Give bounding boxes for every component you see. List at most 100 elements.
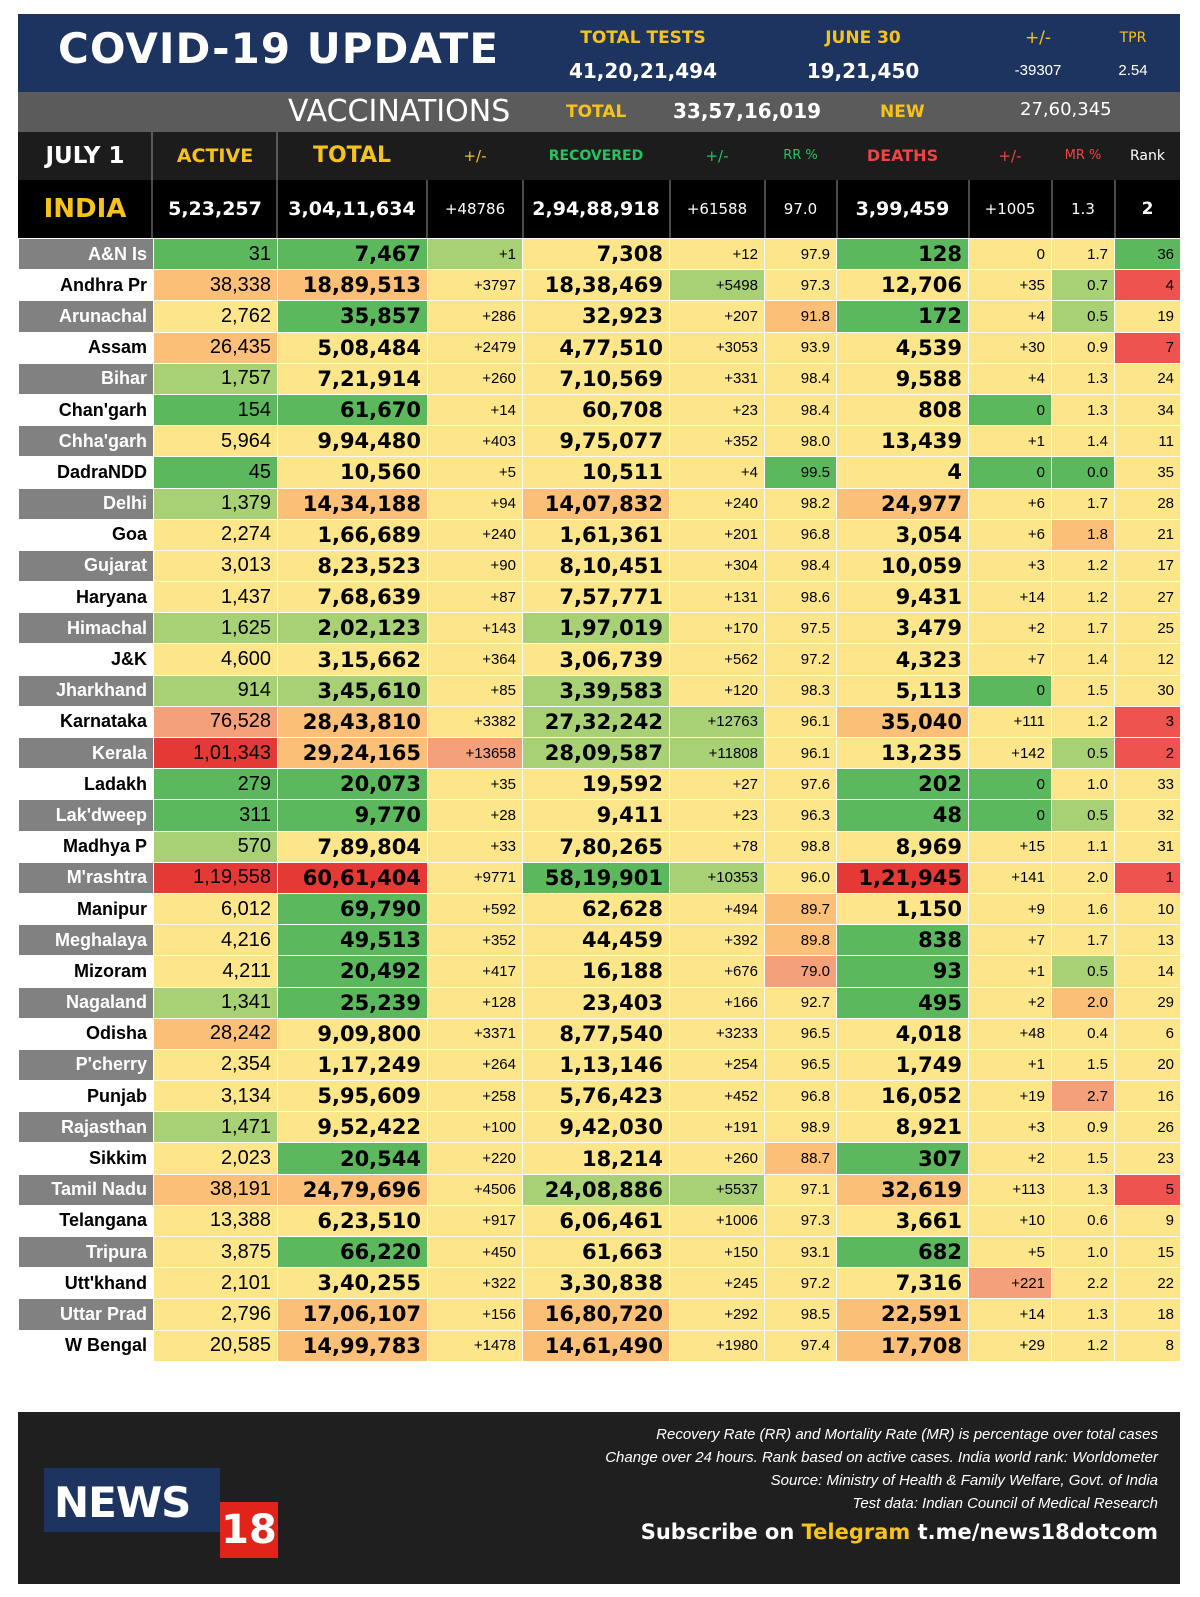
cell-recovered: 5,76,423 — [522, 1080, 670, 1113]
cell-total: 49,513 — [277, 924, 428, 957]
cell-rank: 4 — [1114, 269, 1181, 302]
cell-recovered-change: +494 — [669, 892, 765, 926]
cell-rr: 96.8 — [764, 518, 837, 551]
cell-active: 4,211 — [153, 955, 278, 988]
cell-recovered-change: +676 — [669, 955, 765, 988]
table-row: Madhya P 570 7,89,804 +33 7,80,265 +78 98.8 8,9… — [18, 830, 1181, 863]
column-deaths: DEATHS — [866, 146, 939, 165]
cell-rank: 24 — [1114, 362, 1181, 395]
change-value: -39307 — [1014, 62, 1062, 79]
cell-rank: 1 — [1114, 861, 1181, 894]
cell-rank: 32 — [1114, 799, 1181, 832]
state-name: Andhra Pr — [18, 269, 154, 302]
cell-active: 13,388 — [153, 1204, 278, 1238]
footer: NEWS 18 Recovery Rate (RR) and Mortality… — [18, 1412, 1180, 1584]
cell-total-change: +364 — [427, 643, 523, 676]
cell-deaths-change: +48 — [968, 1017, 1052, 1050]
cell-mr: 1.7 — [1051, 612, 1115, 645]
cell-rank: 19 — [1114, 300, 1181, 333]
cell-recovered: 7,57,771 — [522, 581, 670, 614]
cell-total: 24,79,696 — [277, 1173, 428, 1206]
state-name: Himachal — [18, 612, 154, 645]
table-row: Kerala 1,01,343 29,24,165 +13658 28,09,587 +1… — [18, 736, 1181, 770]
column-rr: RR % — [783, 148, 818, 163]
cell-total: 25,239 — [277, 986, 428, 1019]
cell-total: 69,790 — [277, 892, 428, 926]
vaccinations-band: VACCINATIONS TOTAL 33,57,16,019 NEW 27,6… — [18, 92, 1180, 132]
cell-total: 60,61,404 — [277, 861, 428, 894]
cell-deaths: 495 — [836, 986, 969, 1019]
cell-rank: 14 — [1114, 955, 1181, 988]
cell-recovered: 16,80,720 — [522, 1298, 670, 1331]
state-name: Arunachal — [18, 300, 154, 333]
cell-total: 6,23,510 — [277, 1204, 428, 1238]
cell-active: 6,012 — [153, 892, 278, 926]
india-rr: 97.0 — [783, 200, 818, 218]
cell-recovered-change: +292 — [669, 1298, 765, 1331]
cell-total: 5,95,609 — [277, 1080, 428, 1113]
cell-recovered-change: +3233 — [669, 1017, 765, 1050]
cell-total: 20,544 — [277, 1142, 428, 1175]
cell-active: 2,354 — [153, 1048, 278, 1082]
cell-active: 20,585 — [153, 1329, 278, 1362]
column-total: TOTAL — [312, 143, 392, 168]
header-band: COVID-19 UPDATE TOTAL TESTS 41,20,21,494… — [18, 14, 1180, 92]
cell-total: 3,45,610 — [277, 674, 428, 707]
tpr-label: TPR — [1119, 30, 1147, 46]
cell-rank: 35 — [1114, 456, 1181, 489]
cell-deaths-change: +35 — [968, 269, 1052, 302]
india-rank: 2 — [1141, 199, 1154, 219]
state-name: M'rashtra — [18, 861, 154, 894]
cell-deaths-change: +7 — [968, 643, 1052, 676]
cell-total: 14,34,188 — [277, 487, 428, 520]
cell-total-change: +5 — [427, 456, 523, 489]
cell-rank: 6 — [1114, 1017, 1181, 1050]
state-name: Madhya P — [18, 830, 154, 863]
cell-rr: 93.1 — [764, 1235, 837, 1269]
cell-recovered-change: +562 — [669, 643, 765, 676]
cell-recovered: 44,459 — [522, 924, 670, 957]
cell-mr: 2.2 — [1051, 1267, 1115, 1300]
cell-deaths-change: +2 — [968, 986, 1052, 1019]
cell-recovered-change: +1006 — [669, 1204, 765, 1238]
cell-rr: 93.9 — [764, 331, 837, 364]
state-name: Goa — [18, 518, 154, 551]
cell-mr: 1.2 — [1051, 1329, 1115, 1362]
telegram-link[interactable]: t.me/news18dotcom — [917, 1520, 1158, 1544]
cell-total: 7,89,804 — [277, 830, 428, 863]
india-total: 3,04,11,634 — [288, 198, 416, 220]
cell-deaths: 1,150 — [836, 892, 969, 926]
cell-rank: 15 — [1114, 1235, 1181, 1269]
cell-rank: 18 — [1114, 1298, 1181, 1331]
table-row: Meghalaya 4,216 49,513 +352 44,459 +392 89.8 83… — [18, 924, 1181, 957]
cell-recovered: 18,38,469 — [522, 269, 670, 302]
cell-deaths: 93 — [836, 955, 969, 988]
column-divider — [1051, 180, 1053, 238]
cell-active: 45 — [153, 456, 278, 489]
cell-recovered-change: +5537 — [669, 1173, 765, 1206]
state-table: A&N Is 31 7,467 +1 7,308 +12 97.9 128 0 1.7 36 Andh… — [18, 237, 1181, 1362]
cell-active: 76,528 — [153, 705, 278, 739]
cell-deaths: 17,708 — [836, 1329, 969, 1362]
cell-deaths: 5,113 — [836, 674, 969, 707]
cell-rank: 5 — [1114, 1173, 1181, 1206]
cell-mr: 1.7 — [1051, 924, 1115, 957]
table-row: Nagaland 1,341 25,239 +128 23,403 +166 92.7 495… — [18, 986, 1181, 1019]
cell-recovered: 9,42,030 — [522, 1111, 670, 1144]
cell-active: 3,134 — [153, 1080, 278, 1113]
cell-active: 311 — [153, 799, 278, 832]
cell-total-change: +403 — [427, 425, 523, 458]
state-name: Telangana — [18, 1204, 154, 1238]
table-row: Uttar Prad 2,796 17,06,107 +156 16,80,720 +29… — [18, 1298, 1181, 1331]
subscribe-prefix: Subscribe on — [640, 1520, 795, 1544]
cell-deaths: 4,018 — [836, 1017, 969, 1050]
table-row: J&K 4,600 3,15,662 +364 3,06,739 +562 97.2 4,32… — [18, 643, 1181, 676]
state-name: Sikkim — [18, 1142, 154, 1175]
cell-recovered: 16,188 — [522, 955, 670, 988]
cell-mr: 0.4 — [1051, 1017, 1115, 1050]
cell-total-change: +4506 — [427, 1173, 523, 1206]
cell-rank: 31 — [1114, 830, 1181, 863]
india-row: INDIA 5,23,257 3,04,11,634 +48786 2,94,8… — [18, 180, 1180, 238]
cell-total-change: +240 — [427, 518, 523, 551]
cell-recovered: 58,19,901 — [522, 861, 670, 894]
